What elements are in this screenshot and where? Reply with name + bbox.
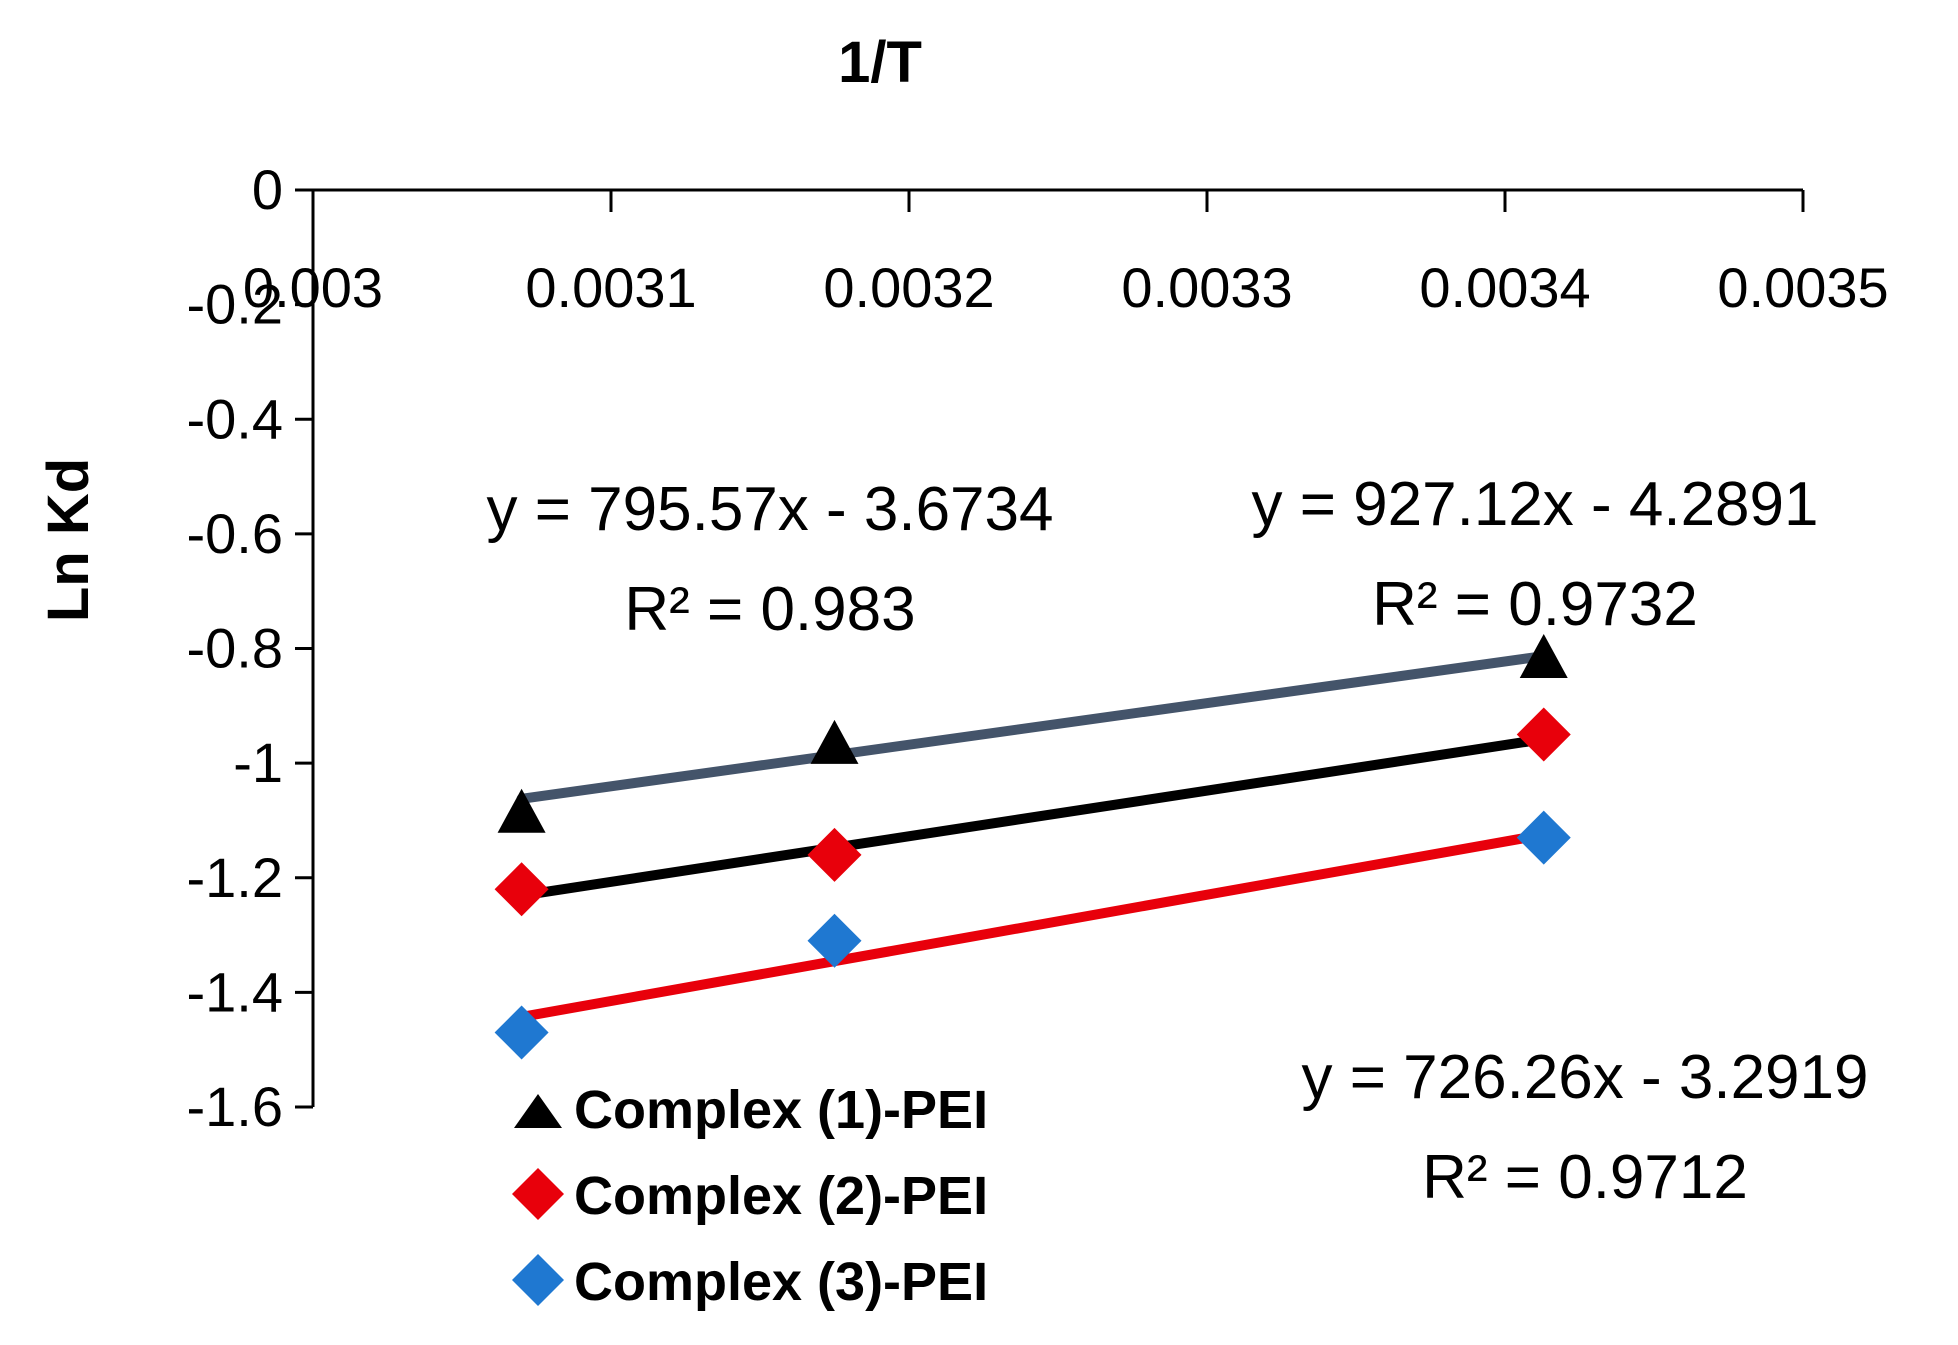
legend: Complex (1)-PEI Complex (2)-PEI Complex … [512,1080,988,1312]
x-tick-label: 0.0034 [1419,256,1590,319]
x-axis-title: 1/T [838,30,922,95]
y-tick-label: -1 [233,731,283,794]
x-tick-label: 0.0035 [1717,256,1888,319]
y-tick-label: -0.8 [187,617,284,680]
x-tick-label: 0.0033 [1121,256,1292,319]
data-point-complex-2 [1517,707,1571,761]
y-tick-label: -0.4 [187,387,284,450]
y-tick-label: 0 [252,158,283,221]
equation-complex-3: y = 726.26x - 3.2919 [1301,1043,1868,1112]
trendlines [522,656,1544,1017]
legend-diamond-icon [512,1254,564,1306]
legend-diamond-icon [512,1168,564,1220]
legend-item-complex-3: Complex (3)-PEI [512,1252,988,1312]
y-axis-title: Ln Kd [36,458,101,622]
x-tick-label: 0.0031 [525,256,696,319]
r2-complex-2: R² = 0.9732 [1372,570,1698,639]
data-point-complex-3 [1517,811,1571,865]
chart: 1/T Ln Kd 0-0.2-0.4-0.6-0.8-1-1.2-1.4-1.… [0,0,1958,1345]
data-point-complex-1 [811,720,859,764]
y-tick-label: -0.6 [187,502,284,565]
r2-complex-3: R² = 0.9712 [1422,1143,1748,1212]
x-tick-label: 0.003 [243,256,383,319]
y-tick-label: -1.6 [187,1075,284,1138]
trendline-complex-1 [522,739,1544,895]
axes: 0-0.2-0.4-0.6-0.8-1-1.2-1.4-1.60.0030.00… [187,158,1889,1138]
legend-label-complex-1: Complex (1)-PEI [574,1080,988,1140]
equation-complex-1: y = 795.57x - 3.6734 [486,475,1053,544]
legend-label-complex-3: Complex (3)-PEI [574,1252,988,1312]
legend-item-complex-1: Complex (1)-PEI [514,1080,988,1140]
legend-label-complex-2: Complex (2)-PEI [574,1166,988,1226]
r2-complex-1: R² = 0.983 [624,575,915,644]
legend-item-complex-2: Complex (2)-PEI [512,1166,988,1226]
data-point-complex-2 [808,828,862,882]
data-point-complex-2 [495,862,549,916]
y-tick-label: -1.4 [187,960,284,1023]
y-tick-label: -1.2 [187,846,284,909]
x-tick-label: 0.0032 [823,256,994,319]
trendline-complex-3 [522,656,1544,799]
legend-triangle-icon [514,1094,562,1128]
equation-complex-2: y = 927.12x - 4.2891 [1251,470,1818,539]
trendline-complex-2 [522,835,1544,1017]
